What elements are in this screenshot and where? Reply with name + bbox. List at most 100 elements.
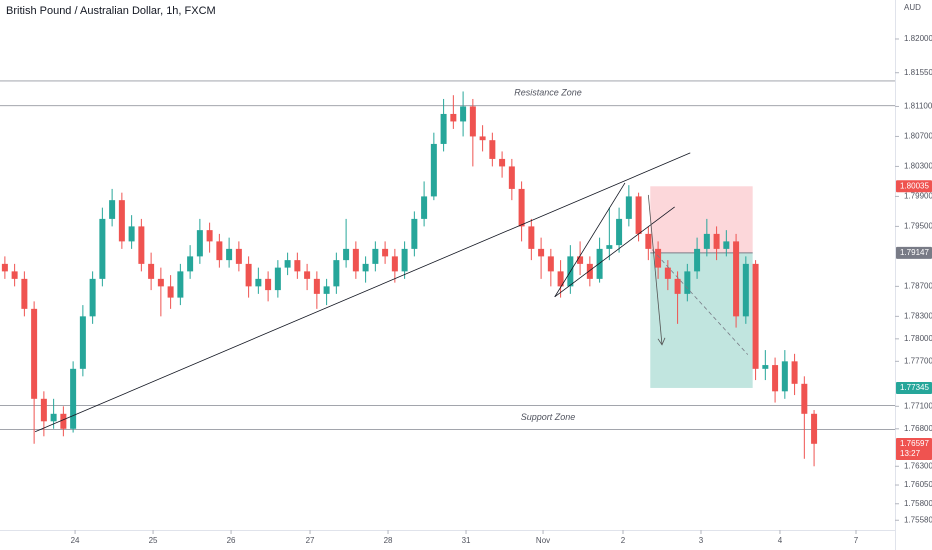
candle-body (265, 278, 272, 291)
candle-body (596, 248, 603, 279)
candle-body (138, 226, 145, 264)
y-tick-label: 1.81100 (904, 102, 932, 111)
candle-body (577, 256, 584, 264)
x-tick-label: 25 (149, 536, 158, 545)
candle-body (235, 248, 242, 264)
x-tick-label: 4 (778, 536, 783, 545)
candle-body (89, 278, 96, 317)
candle-body (11, 271, 18, 279)
candle-body (79, 316, 86, 369)
candle-body (528, 226, 535, 249)
chart-title: British Pound / Australian Dollar, 1h, F… (6, 5, 216, 17)
candle-body (187, 256, 194, 272)
price-tag (896, 180, 932, 193)
price-tag (896, 381, 932, 394)
x-tick-label: 7 (854, 536, 859, 545)
candle-body (781, 361, 788, 392)
y-tick-label: 1.76300 (904, 461, 932, 470)
x-tick-label: 27 (306, 536, 315, 545)
zone-label: Support Zone (521, 412, 576, 422)
candle-body (255, 278, 262, 287)
candle-body (333, 260, 340, 287)
candle-body (352, 248, 359, 272)
y-tick-label: 1.77700 (904, 356, 932, 365)
candle-body (148, 263, 155, 279)
candle-body (226, 248, 233, 261)
y-tick-label: 1.78300 (904, 311, 932, 320)
candle-body (362, 263, 369, 272)
candle-body (450, 113, 457, 122)
x-tick-label: 2 (621, 536, 626, 545)
arrow-head (657, 337, 666, 346)
price-tag-label: 1.77345 (900, 383, 929, 392)
candle-body (216, 241, 223, 261)
price-tag-label: 1.80035 (900, 181, 929, 190)
candle-body (586, 263, 593, 279)
y-tick-label: 1.82000 (904, 34, 932, 43)
y-tick-label: 1.75580 (904, 515, 932, 524)
candle-body (713, 233, 720, 249)
candle-body (635, 196, 642, 234)
trendline (554, 206, 675, 298)
candle-body (674, 278, 681, 294)
candle-body (70, 368, 77, 429)
candle-body (118, 200, 125, 242)
price-tag-countdown: 13:27 (900, 449, 921, 458)
x-tick-label: Nov (536, 536, 550, 545)
candle-body (547, 256, 554, 272)
candle-body (723, 241, 730, 249)
candle-body (694, 248, 701, 272)
candle-body (460, 106, 467, 122)
y-tick-label: 1.78000 (904, 334, 932, 343)
candle-body (557, 271, 564, 287)
candle-body (421, 196, 428, 219)
y-tick-label: 1.76800 (904, 424, 932, 433)
price-tag (896, 246, 932, 259)
candle-body (772, 365, 779, 392)
candle-body (245, 263, 252, 287)
candle-body (411, 218, 418, 249)
candle-body (616, 218, 623, 246)
candle-body (31, 308, 38, 399)
candle-body (625, 196, 632, 219)
y-tick-label: 1.75800 (904, 499, 932, 508)
candle-body (664, 267, 671, 279)
y-tick-label: 1.77100 (904, 401, 932, 410)
candle-body (742, 263, 749, 317)
candle-body (284, 260, 291, 268)
candle-body (382, 248, 389, 257)
candle-body (167, 286, 174, 298)
candle-body (703, 233, 710, 249)
candle-body (50, 413, 57, 422)
candle-body (645, 233, 652, 249)
trendline (554, 182, 626, 298)
trendline (34, 152, 691, 433)
candle-body (606, 245, 613, 249)
candle-body (206, 230, 213, 242)
x-tick-label: 3 (699, 536, 704, 545)
candle-body (109, 200, 116, 219)
candle-body (655, 248, 662, 268)
y-tick-label: 1.79500 (904, 222, 932, 231)
x-tick-label: 26 (227, 536, 236, 545)
y-tick-label: 1.76050 (904, 480, 932, 489)
zone-label: Resistance Zone (514, 88, 582, 98)
y-tick-label: 1.81550 (904, 68, 932, 77)
x-tick-label: 28 (384, 536, 393, 545)
candle-body (752, 263, 759, 369)
candle-body (313, 278, 320, 294)
candle-body (733, 241, 740, 317)
candle-body (469, 106, 476, 137)
price-tag-label: 1.79147 (900, 248, 929, 257)
y-tick-label: 1.80300 (904, 162, 932, 171)
candle-body (401, 248, 408, 272)
candle-body (479, 136, 486, 141)
x-tick-label: 31 (462, 536, 471, 545)
candle-body (372, 248, 379, 264)
candle-body (177, 271, 184, 298)
candle-body (21, 278, 28, 309)
candle-body (1, 263, 8, 272)
candle-body (499, 158, 506, 167)
